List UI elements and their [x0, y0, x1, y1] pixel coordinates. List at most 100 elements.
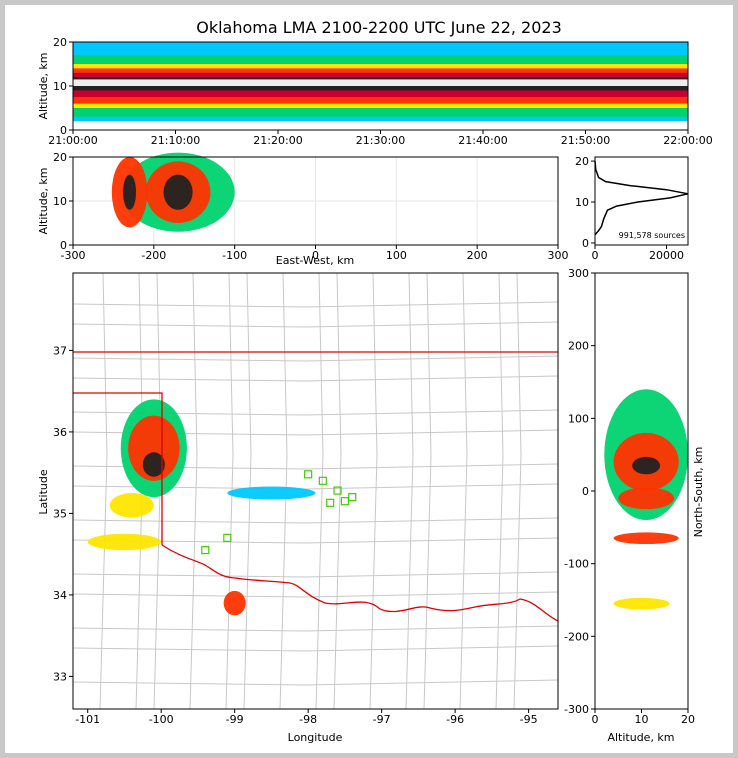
- ew-xtick-label: 0: [312, 249, 319, 262]
- lma-stations: [201, 470, 357, 555]
- ew-xtick-label: 300: [548, 249, 569, 262]
- county-line: [423, 272, 432, 710]
- county-line: [315, 272, 324, 710]
- county-line: [99, 272, 108, 710]
- county-line: [405, 272, 414, 710]
- time-tick-label: 21:30:00: [356, 134, 405, 147]
- ew-xtick-label: 200: [467, 249, 488, 262]
- ns-ytick-label: -200: [564, 630, 589, 643]
- county-line: [72, 321, 559, 328]
- ns-height-xlabel: Altitude, km: [607, 731, 674, 744]
- county-line: [72, 625, 559, 632]
- ns-height-blob: [613, 597, 670, 610]
- ns-ytick-label: 200: [568, 340, 589, 353]
- county-line: [72, 301, 559, 308]
- time-height-ylabel: Altitude, km: [37, 52, 50, 119]
- longitude-tick-label: -98: [299, 713, 317, 726]
- ns-height-panel: 0 10 20 -300 -200 -100 0 100 200 300 Altitude, km…: [564, 267, 705, 744]
- ns-ytick-label: 0: [582, 485, 589, 498]
- county-line: [369, 272, 378, 710]
- map-ylabel: Latitude: [37, 469, 50, 515]
- ns-ytick-label: 100: [568, 412, 589, 425]
- plan-view-blob: [109, 493, 154, 518]
- longitude-tick-label: -95: [520, 713, 538, 726]
- plan-view-blob: [223, 590, 246, 616]
- time-tick-label: 21:10:00: [151, 134, 200, 147]
- time-tick-label: 21:00:00: [48, 134, 97, 147]
- county-line: [459, 272, 468, 710]
- ns-height-blob: [613, 532, 679, 545]
- hist-ytick-label: 20: [575, 155, 589, 168]
- ns-ytick-label: -100: [564, 558, 589, 571]
- hist-ytick-label: 0: [582, 237, 589, 250]
- lma-station-marker: [340, 497, 349, 506]
- ew-xtick-label: -300: [61, 249, 86, 262]
- longitude-tick-label: -97: [373, 713, 391, 726]
- county-line: [225, 272, 234, 710]
- latitude-tick-label: 35: [53, 507, 67, 520]
- county-line: [189, 272, 198, 710]
- latitude-tick-label: 34: [53, 589, 67, 602]
- time-height-ytick-label: 0: [60, 124, 67, 137]
- county-line: [72, 571, 559, 578]
- longitude-tick-label: -100: [149, 713, 174, 726]
- county-line: [72, 645, 559, 652]
- figure-title: Oklahoma LMA 2100-2200 UTC June 22, 2023: [196, 18, 562, 37]
- map-border: [72, 272, 559, 710]
- lma-station-marker: [318, 476, 327, 485]
- county-line: [72, 591, 559, 598]
- latitude-tick-label: 36: [53, 426, 67, 439]
- latitude-tick-label: 33: [53, 670, 67, 683]
- time-tick-label: 21:20:00: [253, 134, 302, 147]
- longitude-tick-label: -99: [226, 713, 244, 726]
- county-line: [72, 375, 559, 382]
- hist-ytick-label: 10: [575, 196, 589, 209]
- time-tick-label: 21:40:00: [458, 134, 507, 147]
- ew-xtick-label: -200: [141, 249, 166, 262]
- altitude-histogram-panel: 991,578 sources 0 20000 0 10 20: [575, 155, 689, 262]
- plan-view-panel: -101 -100 -99 -98 -97 -96 -95 33 34 35 36 37 Longit…: [37, 272, 559, 744]
- ns-xtick-label: 20: [681, 713, 695, 726]
- ew-ytick-label: 20: [53, 151, 67, 164]
- histogram-ticks: 0 20000 0 10 20: [575, 155, 684, 262]
- map-ticks: -101 -100 -99 -98 -97 -96 -95 33 34 35 36 37: [53, 344, 538, 726]
- plan-view-blob: [227, 486, 316, 500]
- map-xlabel: Longitude: [288, 731, 343, 744]
- time-tick-label: 21:50:00: [561, 134, 610, 147]
- longitude-tick-label: -101: [75, 713, 100, 726]
- hist-xtick-label: 20000: [649, 249, 684, 262]
- county-line: [243, 272, 252, 710]
- plan-view-density: [87, 399, 316, 616]
- time-height-band: [73, 79, 688, 86]
- lma-station-marker: [223, 533, 232, 542]
- longitude-tick-label: -96: [446, 713, 464, 726]
- time-height-ytick-label: 10: [53, 80, 67, 93]
- time-tick-label: 22:00:00: [663, 134, 712, 147]
- time-height-ytick-label: 20: [53, 36, 67, 49]
- ns-height-ylabel: North-South, km: [692, 447, 705, 538]
- time-height-ticks: 21:00:00 21:10:00 21:20:00 21:30:00 21:40:00…: [48, 36, 712, 147]
- figure-frame: Oklahoma LMA 2100-2200 UTC June 22, 2023…: [5, 5, 733, 753]
- lma-figure: Oklahoma LMA 2100-2200 UTC June 22, 2023…: [37, 18, 713, 744]
- plan-view-blob: [142, 452, 165, 477]
- ew-height-xlabel: East-West, km: [276, 254, 354, 267]
- ns-height-blob: [618, 487, 675, 510]
- ew-xtick-label: -100: [222, 249, 247, 262]
- ns-xtick-label: 10: [635, 713, 649, 726]
- county-line: [72, 517, 559, 524]
- ew-height-panel: -300 -200 -100 0 100 200 300 0 10 20 Altitude, km…: [37, 151, 569, 267]
- ew-height-blob: [163, 174, 193, 210]
- plan-view-blob: [87, 533, 162, 551]
- red-river-line: [161, 544, 559, 622]
- hist-xtick-label: 0: [592, 249, 599, 262]
- time-height-panel: 21:00:00 21:10:00 21:20:00 21:30:00 21:40:00…: [37, 36, 713, 147]
- ns-height-density: [604, 389, 689, 610]
- lma-station-marker: [304, 470, 313, 479]
- panhandle-line: [73, 392, 163, 545]
- ns-ytick-label: -300: [564, 703, 589, 716]
- ns-xtick-label: 0: [592, 713, 599, 726]
- latitude-tick-label: 37: [53, 344, 67, 357]
- lma-station-marker: [333, 486, 342, 495]
- ns-ytick-label: 300: [568, 267, 589, 280]
- ew-height-blob: [123, 174, 137, 210]
